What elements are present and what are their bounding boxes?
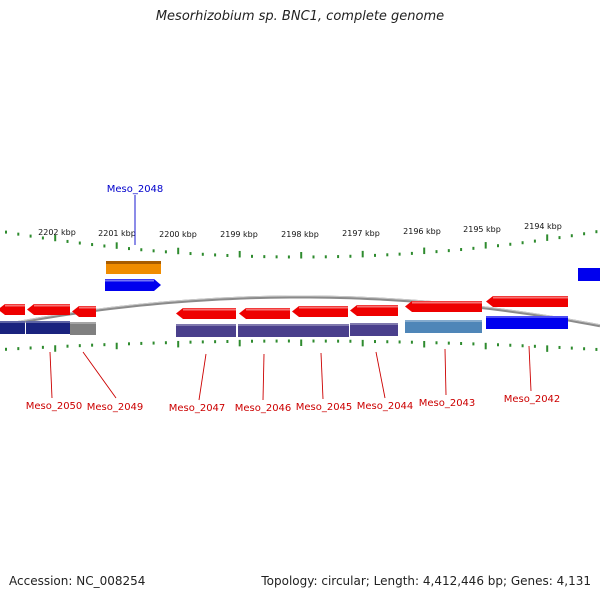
accession-label: Accession: NC_008254 xyxy=(9,574,146,588)
reverse-gene-arrow xyxy=(0,304,25,315)
leader-line xyxy=(262,353,265,401)
scale-ticks xyxy=(5,230,598,352)
leader-line xyxy=(198,353,207,401)
map-title: Mesorhizobium sp. BNC1, complete genome xyxy=(155,9,445,24)
track-segment xyxy=(0,321,25,334)
scale-label-2195: 2195 kbp xyxy=(463,225,501,234)
reverse-gene-arrow xyxy=(239,308,290,319)
gene-label-meso-2046[interactable]: Meso_2046 xyxy=(235,403,292,414)
reverse-gene-arrow xyxy=(176,308,236,319)
reverse-gene-arrow xyxy=(292,306,348,317)
scale-label-2196: 2196 kbp xyxy=(403,227,441,236)
forward-gene-arrow xyxy=(105,279,161,291)
reverse-gene-arrow xyxy=(72,306,96,317)
gene-label-meso-2048[interactable]: Meso_2048 xyxy=(107,184,164,195)
scale-labels: 2202 kbp 2201 kbp 2200 kbp 2199 kbp 2198 kbp… xyxy=(38,222,562,239)
leader-line xyxy=(49,351,53,399)
scale-label-2197: 2197 kbp xyxy=(342,229,380,238)
scale-label-2198: 2198 kbp xyxy=(281,230,319,239)
leader-line xyxy=(320,352,324,400)
leader-line xyxy=(375,351,386,399)
track-segment xyxy=(176,324,236,337)
track-segment xyxy=(405,320,482,333)
reverse-gene-arrow xyxy=(405,301,482,312)
gene-label-meso-2043[interactable]: Meso_2043 xyxy=(419,398,476,409)
track-segment xyxy=(238,324,349,337)
forward-features xyxy=(106,261,161,274)
reverse-gene-arrow xyxy=(27,304,70,315)
genome-summary: Topology: circular; Length: 4,412,446 bp… xyxy=(261,574,591,588)
annotation-track xyxy=(0,316,568,337)
gene-label-meso-2047[interactable]: Meso_2047 xyxy=(169,403,226,414)
gene-label-meso-2049[interactable]: Meso_2049 xyxy=(87,402,144,413)
orange-feature xyxy=(106,261,161,274)
track-segment xyxy=(486,316,568,329)
gene-label-meso-2050[interactable]: Meso_2050 xyxy=(26,401,83,412)
leader-line xyxy=(528,345,532,392)
track-segment xyxy=(70,322,96,335)
track-segment xyxy=(350,323,398,336)
reverse-gene-arrow xyxy=(350,305,398,316)
gene-label-meso-2044[interactable]: Meso_2044 xyxy=(357,401,414,412)
forward-gene-edge xyxy=(578,268,600,281)
scale-label-2194: 2194 kbp xyxy=(524,222,562,231)
genome-backbone xyxy=(0,295,600,328)
gene-label-meso-2042[interactable]: Meso_2042 xyxy=(504,394,561,405)
leader-line xyxy=(444,348,447,396)
gene-label-meso-2045[interactable]: Meso_2045 xyxy=(296,402,353,413)
scale-label-2201: 2201 kbp xyxy=(98,229,136,238)
track-segment xyxy=(26,321,70,334)
reverse-gene-arrow xyxy=(486,296,568,307)
leader-line xyxy=(82,351,117,399)
scale-label-2202: 2202 kbp xyxy=(38,228,76,237)
gene-labels: Meso_2048 Meso_2050 Meso_2049 Meso_2047 Meso… xyxy=(26,184,561,414)
scale-label-2199: 2199 kbp xyxy=(220,230,258,239)
scale-label-2200: 2200 kbp xyxy=(159,230,197,239)
